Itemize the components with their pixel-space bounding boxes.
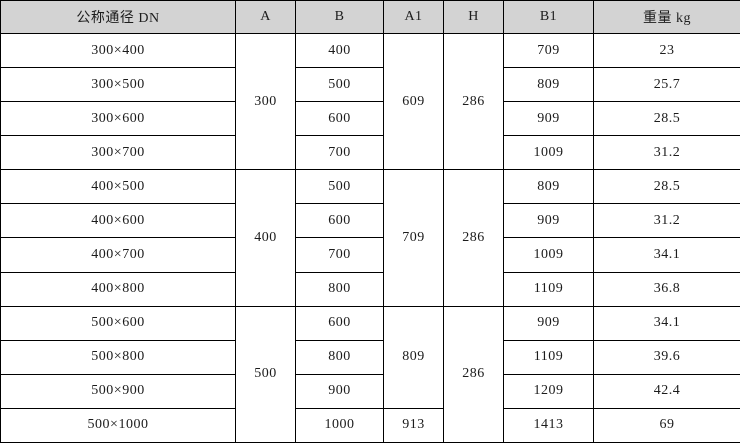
cell-a1: 709 (383, 169, 444, 307)
cell-b: 800 (295, 271, 384, 307)
cell-weight: 39.6 (593, 339, 740, 375)
cell-b: 600 (295, 305, 384, 341)
table-row: 500×800 800 1109 39.6 (0, 339, 740, 375)
table-row: 500×600 500 600 809 286 909 34.1 (0, 305, 740, 443)
table-row: 300×700 700 1009 31.2 (0, 135, 740, 171)
table-row: 500×1000 1000 913 1413 69 (0, 407, 740, 443)
cell-dn: 300×400 (0, 32, 236, 69)
header-cell-h: H (443, 0, 504, 34)
table-row: 300×400 300 400 609 286 709 23 (0, 32, 740, 171)
cell-b1: 1009 (503, 237, 594, 273)
cell-dn: 300×700 (0, 135, 236, 171)
cell-a1: 609 (383, 32, 444, 171)
cell-b1: 1009 (503, 135, 594, 171)
spec-table-body: 300×400 300 400 609 286 709 23 300×500 500 809 25.… (0, 32, 740, 443)
cell-b1: 1209 (503, 373, 594, 409)
cell-a1: 913 (383, 407, 444, 443)
table-row: 500×900 900 1209 42.4 (0, 373, 740, 409)
cell-dn: 400×700 (0, 237, 236, 273)
cell-a: 400 (235, 169, 296, 307)
header-cell-a: A (235, 0, 296, 34)
cell-b: 700 (295, 135, 384, 171)
cell-b1: 809 (503, 67, 594, 103)
cell-weight: 42.4 (593, 373, 740, 409)
cell-weight: 31.2 (593, 135, 740, 171)
cell-b: 1000 (295, 407, 384, 443)
header-cell-a1: A1 (383, 0, 444, 34)
cell-b: 500 (295, 169, 384, 205)
cell-weight: 36.8 (593, 271, 740, 307)
cell-weight: 23 (593, 32, 740, 69)
cell-b: 600 (295, 101, 384, 137)
cell-dn: 400×600 (0, 203, 236, 239)
cell-b: 400 (295, 32, 384, 69)
cell-b: 800 (295, 339, 384, 375)
cell-a: 300 (235, 32, 296, 171)
cell-h: 286 (443, 305, 504, 443)
cell-b: 600 (295, 203, 384, 239)
cell-a: 500 (235, 305, 296, 443)
cell-weight: 34.1 (593, 237, 740, 273)
cell-b1: 909 (503, 305, 594, 341)
cell-dn: 300×500 (0, 67, 236, 103)
header-cell-dn: 公称通径 DN (0, 0, 236, 34)
cell-b1: 709 (503, 32, 594, 69)
cell-a1: 809 (383, 305, 444, 409)
cell-weight: 31.2 (593, 203, 740, 239)
table-row: 400×700 700 1009 34.1 (0, 237, 740, 273)
cell-dn: 500×800 (0, 339, 236, 375)
cell-dn: 500×1000 (0, 407, 236, 443)
header-cell-b: B (295, 0, 384, 34)
cell-b1: 1413 (503, 407, 594, 443)
header-cell-weight: 重量 kg (593, 0, 740, 34)
cell-weight: 25.7 (593, 67, 740, 103)
cell-b1: 1109 (503, 271, 594, 307)
cell-b1: 809 (503, 169, 594, 205)
cell-b: 500 (295, 67, 384, 103)
cell-b: 700 (295, 237, 384, 273)
cell-b1: 909 (503, 101, 594, 137)
table-header: 公称通径 DN A B A1 H B1 重量 kg (0, 0, 740, 34)
cell-b1: 909 (503, 203, 594, 239)
cell-b: 900 (295, 373, 384, 409)
cell-b1: 1109 (503, 339, 594, 375)
cell-weight: 34.1 (593, 305, 740, 341)
cell-h: 286 (443, 32, 504, 171)
cell-dn: 400×800 (0, 271, 236, 307)
cell-dn: 500×600 (0, 305, 236, 341)
table-row: 300×600 600 909 28.5 (0, 101, 740, 137)
cell-dn: 300×600 (0, 101, 236, 137)
cell-weight: 28.5 (593, 169, 740, 205)
cell-h: 286 (443, 169, 504, 307)
table-row: 300×500 500 809 25.7 (0, 67, 740, 103)
table-row: 400×600 600 909 31.2 (0, 203, 740, 239)
header-cell-b1: B1 (503, 0, 594, 34)
table-row: 400×800 800 1109 36.8 (0, 271, 740, 307)
header-row: 公称通径 DN A B A1 H B1 重量 kg (0, 0, 740, 34)
cell-dn: 500×900 (0, 373, 236, 409)
cell-weight: 69 (593, 407, 740, 443)
cell-dn: 400×500 (0, 169, 236, 205)
table-row: 400×500 400 500 709 286 809 28.5 (0, 169, 740, 307)
cell-weight: 28.5 (593, 101, 740, 137)
